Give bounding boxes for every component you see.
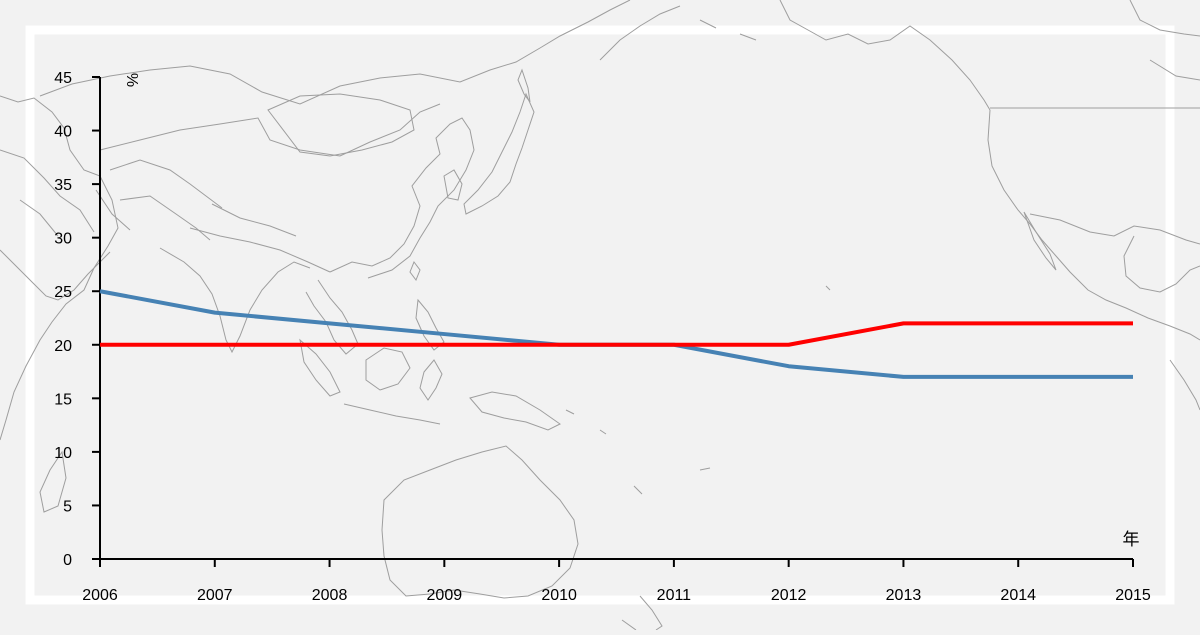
map-coast-sulawesi	[419, 359, 443, 401]
map-border-kazakh	[99, 103, 441, 157]
y-tick-label: 20	[54, 338, 72, 355]
map-coast-alaska	[779, 0, 991, 111]
map-coast-arctic-canada	[1129, 0, 1200, 81]
y-tick-label: 10	[54, 445, 72, 462]
x-tick-label: 2012	[771, 587, 807, 604]
map-coast-new-guinea	[469, 391, 561, 431]
map-coast-taiwan	[409, 260, 421, 282]
x-tick-label: 2014	[1000, 587, 1036, 604]
x-tick-label: 2006	[82, 587, 118, 604]
y-tick-label: 15	[54, 391, 72, 408]
map-coast-baja	[1023, 211, 1057, 271]
y-axis-label: %	[123, 73, 140, 87]
y-tick-label: 0	[63, 552, 72, 569]
x-tick-label: 2011	[657, 587, 692, 604]
series-line-1	[99, 289, 1133, 379]
chart-series	[99, 289, 1133, 379]
map-coast-australia	[381, 445, 579, 599]
map-border-mexico	[1029, 213, 1200, 245]
y-tick-label: 25	[54, 284, 72, 301]
y-tick-label: 45	[54, 70, 72, 87]
map-coast-india	[159, 247, 311, 354]
map-coast-russia	[39, 0, 631, 105]
x-tick-label: 2008	[312, 587, 348, 604]
x-tick-label: 2015	[1115, 587, 1151, 604]
map-coast-gulf	[1123, 235, 1200, 293]
map-coast-china	[329, 117, 475, 279]
map-coast-sumatra	[299, 338, 341, 397]
map-coast-java	[343, 403, 441, 425]
map-coast-sakhalin	[517, 68, 531, 103]
map-coast-philippines	[415, 298, 445, 351]
x-tick-label: 2009	[427, 587, 463, 604]
series-line-2	[100, 321, 1133, 347]
map-coast-arabia	[0, 249, 111, 301]
map-coast-madagascar	[39, 450, 67, 513]
map-coast-africa	[0, 95, 119, 441]
x-tick-label: 2007	[197, 587, 233, 604]
y-tick-label: 30	[54, 231, 72, 248]
map-coast-west-america	[987, 109, 1200, 341]
map-coast-south-america	[1169, 359, 1200, 411]
map-border-mideast	[0, 149, 95, 237]
y-tick-label: 40	[54, 124, 72, 141]
map-border-mongolia	[267, 93, 415, 157]
x-tick-label: 2013	[886, 587, 922, 604]
x-axis-label: 年	[1123, 530, 1140, 549]
y-tick-label: 35	[54, 177, 72, 194]
map-frame	[25, 25, 1175, 605]
map-border-central-asia	[95, 159, 223, 241]
map-border-himalaya	[189, 203, 331, 273]
map-islands-aleutian	[599, 5, 757, 61]
map-coast-japan	[463, 92, 535, 215]
y-tick-label: 5	[63, 498, 72, 515]
y-axis-ticks: 0 5 10 15 20 25 30 35 40 45	[54, 70, 100, 569]
map-coast-korea	[443, 169, 463, 201]
x-axis-ticks: 2006 2007 2008 2009 2010 2011 2012 2013 2014 2015	[82, 559, 1151, 604]
map-islands-pacific	[565, 285, 831, 495]
map-coast-new-zealand	[621, 595, 663, 631]
x-tick-label: 2010	[541, 587, 577, 604]
map-coast-indochina	[305, 279, 359, 355]
map-coast-borneo	[365, 347, 411, 391]
